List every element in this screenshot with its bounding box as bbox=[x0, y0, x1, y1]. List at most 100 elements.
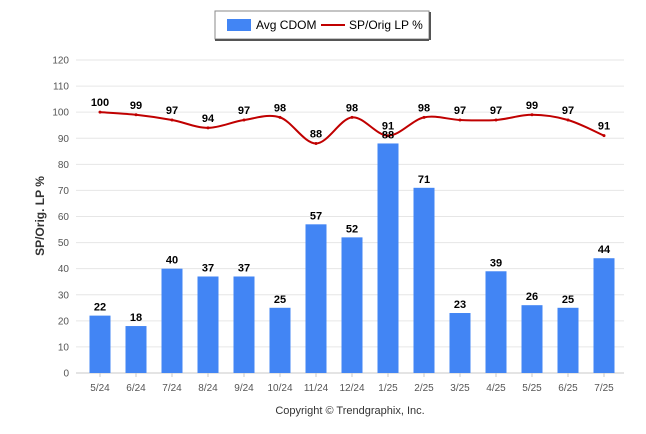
line-value-label: 97 bbox=[562, 105, 574, 117]
legend: Avg CDOM SP/Orig LP % bbox=[214, 10, 431, 41]
y-tick-label: 90 bbox=[58, 134, 70, 145]
bar-value-label: 26 bbox=[526, 291, 538, 303]
bar-value-label: 18 bbox=[130, 312, 142, 324]
x-axis-ticks: 5/24 6/24 7/24 8/24 9/24 10/24 11/24 12/24 1/25 2… bbox=[90, 373, 614, 394]
bar-value-label: 52 bbox=[346, 223, 358, 235]
line-value-label: 97 bbox=[454, 105, 466, 117]
line-value-label: 99 bbox=[526, 100, 538, 112]
bar-value-label: 22 bbox=[94, 302, 106, 314]
y-axis-ticks: 0 10 20 30 40 50 60 70 80 90 100 110 120 bbox=[52, 56, 69, 380]
line-value-label: 94 bbox=[202, 113, 215, 125]
bar bbox=[485, 271, 507, 373]
bar bbox=[125, 326, 147, 373]
bar-value-label: 23 bbox=[454, 299, 466, 311]
bar-value-label: 71 bbox=[418, 174, 430, 186]
x-tick-label: 6/24 bbox=[126, 383, 146, 394]
line-point bbox=[458, 118, 462, 122]
line-point bbox=[206, 126, 210, 130]
bar bbox=[341, 237, 363, 373]
line-value-label: 98 bbox=[418, 102, 430, 114]
line-point bbox=[242, 118, 246, 122]
x-tick-label: 7/25 bbox=[594, 383, 614, 394]
legend-label-sp-orig-lp: SP/Orig LP % bbox=[349, 18, 423, 32]
bar bbox=[521, 305, 543, 373]
line-value-label: 98 bbox=[274, 102, 286, 114]
bar-series bbox=[89, 143, 615, 373]
bar bbox=[593, 258, 615, 373]
x-tick-label: 4/25 bbox=[486, 383, 506, 394]
bar-value-label: 25 bbox=[562, 294, 574, 306]
bar-data-labels: 22 18 40 37 37 25 57 52 88 71 23 39 26 25 44 bbox=[94, 129, 611, 324]
line-value-label: 97 bbox=[490, 105, 502, 117]
bar bbox=[197, 276, 219, 373]
y-tick-label: 10 bbox=[58, 342, 70, 353]
copyright-text: Copyright © Trendgraphix, Inc. bbox=[275, 405, 424, 417]
y-tick-label: 50 bbox=[58, 238, 70, 249]
bar bbox=[161, 268, 183, 373]
y-tick-label: 110 bbox=[53, 82, 69, 93]
x-tick-label: 11/24 bbox=[304, 383, 329, 394]
legend-label-avg-cdom: Avg CDOM bbox=[256, 18, 316, 32]
line-point bbox=[170, 118, 174, 122]
x-tick-label: 12/24 bbox=[339, 383, 364, 394]
bar bbox=[233, 276, 255, 373]
bar-value-label: 25 bbox=[274, 294, 286, 306]
bar-value-label: 44 bbox=[598, 244, 611, 256]
bar-value-label: 37 bbox=[238, 262, 250, 274]
line-point bbox=[278, 115, 282, 119]
y-tick-label: 120 bbox=[52, 56, 69, 67]
line-value-label: 97 bbox=[166, 105, 178, 117]
y-tick-label: 60 bbox=[58, 212, 70, 223]
line-point bbox=[566, 118, 570, 122]
line-value-label: 100 bbox=[91, 97, 109, 109]
bar bbox=[413, 187, 435, 373]
x-tick-label: 5/24 bbox=[90, 383, 110, 394]
legend-swatch-avg-cdom bbox=[227, 19, 251, 31]
x-tick-label: 6/25 bbox=[558, 383, 578, 394]
line-point bbox=[386, 134, 390, 138]
x-tick-label: 7/24 bbox=[162, 383, 182, 394]
line-point bbox=[530, 113, 534, 117]
x-tick-label: 9/24 bbox=[234, 383, 254, 394]
x-tick-label: 3/25 bbox=[450, 383, 470, 394]
y-tick-label: 30 bbox=[58, 290, 70, 301]
line-point bbox=[98, 110, 102, 114]
line-value-label: 98 bbox=[346, 102, 358, 114]
line-point bbox=[494, 118, 498, 122]
bar bbox=[377, 143, 399, 373]
bar-value-label: 39 bbox=[490, 257, 502, 269]
x-tick-label: 10/24 bbox=[267, 383, 292, 394]
x-tick-label: 2/25 bbox=[414, 383, 434, 394]
line-value-label: 99 bbox=[130, 100, 142, 112]
bar bbox=[449, 313, 471, 373]
y-tick-label: 100 bbox=[52, 108, 69, 119]
line-value-label: 91 bbox=[598, 121, 610, 133]
line-value-label: 97 bbox=[238, 105, 250, 117]
bar bbox=[305, 224, 327, 373]
line-point bbox=[350, 115, 354, 119]
line-point bbox=[314, 141, 318, 145]
x-tick-label: 5/25 bbox=[522, 383, 542, 394]
line-point bbox=[602, 134, 606, 138]
line-point bbox=[134, 113, 138, 117]
bar bbox=[557, 307, 579, 373]
y-tick-label: 40 bbox=[58, 264, 70, 275]
bar-value-label: 40 bbox=[166, 255, 178, 267]
line-value-label: 91 bbox=[382, 121, 394, 133]
y-tick-label: 70 bbox=[58, 186, 70, 197]
line-point bbox=[422, 115, 426, 119]
bar-value-label: 37 bbox=[202, 262, 214, 274]
line-value-label: 88 bbox=[310, 128, 322, 140]
bar bbox=[269, 307, 291, 373]
bar bbox=[89, 315, 111, 373]
x-tick-label: 8/24 bbox=[198, 383, 218, 394]
y-tick-label: 20 bbox=[58, 316, 70, 327]
bar-value-label: 88 bbox=[382, 129, 394, 141]
y-tick-label: 0 bbox=[63, 369, 69, 380]
y-tick-label: 80 bbox=[58, 160, 70, 171]
x-tick-label: 1/25 bbox=[378, 383, 398, 394]
bar-value-label: 57 bbox=[310, 210, 322, 222]
y-axis-label: SP/Orig. LP % bbox=[33, 176, 47, 256]
